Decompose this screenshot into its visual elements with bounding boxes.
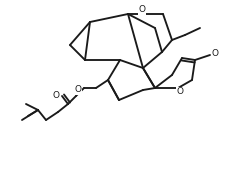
Text: O: O xyxy=(211,49,218,59)
Text: O: O xyxy=(138,6,145,15)
Text: O: O xyxy=(53,91,60,100)
Text: O: O xyxy=(75,86,82,94)
Text: O: O xyxy=(176,87,183,97)
